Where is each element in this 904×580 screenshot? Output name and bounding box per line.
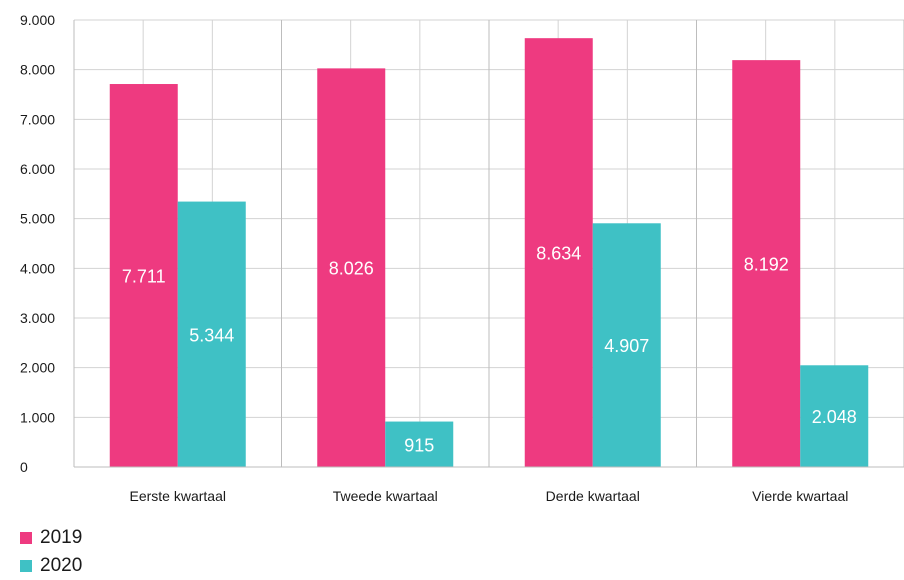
data-label-2020: 5.344: [189, 325, 234, 345]
data-label-2019: 7.711: [122, 267, 166, 287]
legend-swatch-2019: [20, 532, 32, 544]
bar-2019: [732, 60, 801, 467]
bar-2020: [385, 421, 454, 467]
legend-item-2019: 2019: [20, 524, 82, 552]
data-label-2019: 8.634: [536, 244, 581, 264]
data-label-2019: 8.026: [329, 259, 374, 279]
bar-2019: [524, 38, 593, 467]
y-tick-label: 3.000: [20, 310, 55, 326]
bar-2020: [800, 365, 869, 467]
bars: 7.711 5.344 8.026 915 8.634 4.907 8.192 2.048: [109, 38, 869, 468]
x-tick-label: Vierde kwartaal: [752, 488, 848, 504]
y-tick-label: 6.000: [20, 161, 55, 177]
legend-label-2020: 2020: [40, 555, 83, 576]
bar-2020: [592, 223, 661, 467]
y-tick-label: 4.000: [20, 260, 55, 276]
x-tick-label: Eerste kwartaal: [130, 488, 226, 504]
data-label-2020: 2.048: [812, 407, 857, 427]
y-tick-label: 0: [20, 459, 28, 475]
bar-chart: 0 1.000 2.000 3.000 4.000 5.000 6.000 7.000 8.00…: [20, 12, 904, 504]
x-tick-label: Tweede kwartaal: [333, 488, 438, 504]
legend-item-2020: 2020: [20, 552, 82, 580]
x-tick-label: Derde kwartaal: [546, 488, 640, 504]
y-tick-label: 1.000: [20, 409, 55, 425]
data-label-2019: 8.192: [744, 255, 789, 275]
y-tick-label: 2.000: [20, 360, 55, 376]
bar-2019: [317, 68, 386, 467]
y-tick-label: 7.000: [20, 111, 55, 127]
y-tick-label: 5.000: [20, 211, 55, 227]
y-tick-label: 8.000: [20, 62, 55, 78]
data-label-2020: 4.907: [604, 336, 649, 356]
legend: 2019 2020: [20, 524, 82, 580]
data-label-2020: 915: [404, 435, 434, 455]
x-axis: Eerste kwartaal Tweede kwartaal Derde kwar…: [74, 466, 904, 504]
bar-2019: [109, 84, 178, 468]
legend-label-2019: 2019: [40, 527, 83, 548]
legend-swatch-2020: [20, 560, 32, 572]
y-axis: 0 1.000 2.000 3.000 4.000 5.000 6.000 7.000 8.00…: [20, 12, 55, 475]
y-tick-label: 9.000: [20, 12, 55, 28]
bar-2020: [177, 201, 246, 467]
